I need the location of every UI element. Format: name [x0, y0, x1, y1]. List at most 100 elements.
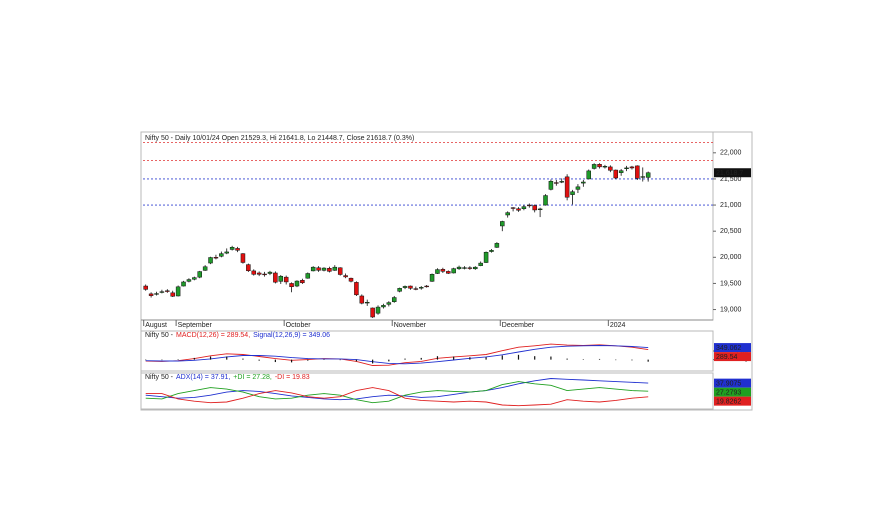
candle-body — [321, 267, 327, 271]
candle-body — [348, 277, 354, 282]
legend-entry: MACD(12,26) = 289.54, — [176, 332, 250, 339]
last-value-label: 27.2793 — [716, 389, 741, 396]
indicator-line — [145, 381, 649, 404]
candle-body — [473, 266, 478, 270]
histogram-bar — [193, 357, 195, 360]
candle-body — [505, 212, 510, 216]
candle-body — [597, 164, 602, 168]
candle-body — [413, 288, 419, 290]
candle-body — [408, 285, 413, 289]
candle-body — [289, 283, 294, 288]
legend-entry: ADX(14) = 37.91, — [176, 374, 230, 381]
legend-entry: -DI = 19.83 — [275, 374, 310, 381]
candle-body — [381, 305, 386, 308]
histogram-bar — [339, 359, 341, 361]
last-value-label: 349.062 — [716, 345, 741, 352]
histogram-bar — [436, 356, 439, 360]
candle-body — [359, 295, 365, 304]
candle-body — [208, 257, 213, 264]
candle-body — [543, 195, 548, 206]
y-tick-label: 21,500 — [720, 176, 742, 183]
candle-body — [300, 280, 305, 284]
candle-body — [148, 293, 154, 296]
candle-body — [624, 167, 629, 169]
histogram-bar — [647, 359, 649, 362]
histogram-bar — [453, 356, 455, 360]
candle-body — [364, 301, 370, 304]
candle-body — [537, 208, 543, 210]
last-value-tag — [714, 168, 751, 178]
histogram-bar — [582, 359, 584, 360]
last-value-tag — [714, 378, 751, 388]
candle-body — [143, 285, 148, 290]
candle-body — [618, 170, 624, 173]
candle-body — [532, 205, 537, 211]
candle-body — [229, 247, 235, 250]
candle-body — [402, 286, 408, 288]
candle-body — [310, 266, 316, 272]
candle-body — [354, 282, 359, 296]
candle-body — [316, 267, 321, 271]
last-value-tag — [714, 352, 751, 362]
candle-body — [435, 269, 440, 274]
candle-body — [192, 277, 197, 280]
last-value-tag — [714, 396, 751, 406]
candle-body — [608, 166, 613, 171]
histogram-bar — [420, 357, 422, 360]
x-tick-label: October — [286, 322, 312, 329]
histogram-bar — [226, 356, 228, 360]
last-value-label: 21,618.7 — [716, 170, 743, 177]
legend-entry: Signal(12,26,9) = 349.06 — [253, 332, 330, 339]
histogram-bar — [404, 358, 406, 360]
candle-body — [186, 279, 192, 282]
histogram-bar — [388, 359, 390, 362]
panel-title-text: Nifty 50 - — [145, 374, 174, 381]
histogram-bar — [501, 355, 503, 360]
candle-body — [397, 288, 402, 292]
candle-body — [478, 262, 483, 266]
candle-body — [467, 267, 473, 269]
candle-body — [424, 285, 429, 288]
candle-body — [224, 251, 229, 254]
candle-body — [278, 275, 284, 282]
histogram-bar — [615, 359, 617, 361]
histogram-bar — [469, 357, 471, 360]
candle-body — [527, 204, 532, 207]
candle-body — [591, 164, 597, 169]
candle-body — [559, 181, 564, 183]
candle-body — [440, 269, 446, 272]
candle-body — [602, 166, 608, 168]
y-tick-label: 20,500 — [720, 228, 742, 235]
candle-body — [181, 281, 186, 287]
candle-body — [391, 297, 397, 302]
candle-body — [418, 287, 424, 289]
candle-body — [251, 270, 257, 275]
chart-frame — [140, 131, 753, 411]
candle-body — [327, 268, 332, 272]
histogram-bar — [161, 359, 163, 361]
x-tick-label: December — [502, 322, 535, 329]
panel-title: Nifty 50 - MACD(12,26) = 289.54, Signal(12… — [145, 332, 330, 339]
panel-title-text: Nifty 50 - — [145, 332, 174, 339]
candle-body — [645, 172, 651, 178]
y-tick-label: 19,500 — [720, 280, 742, 287]
x-tick-label: September — [178, 322, 213, 329]
candle-body — [262, 273, 267, 276]
histogram-bar — [566, 358, 568, 360]
candle-body — [554, 182, 559, 184]
candle-body — [640, 176, 646, 178]
price-panel — [140, 131, 714, 321]
chart-title: Nifty 50 - Daily 10/01/24 Open 21529.3, … — [145, 135, 414, 142]
candle-body — [159, 291, 165, 293]
histogram-bar — [598, 358, 601, 360]
candle-body — [510, 207, 516, 209]
candle-body — [370, 307, 375, 318]
candle-body — [521, 206, 527, 209]
candle-body — [456, 266, 462, 270]
indicator-line — [145, 343, 649, 366]
candle-body — [337, 267, 343, 275]
candle-body — [429, 274, 435, 282]
histogram-bar — [517, 354, 520, 360]
histogram-bar — [550, 356, 552, 360]
candle-body — [165, 290, 170, 292]
